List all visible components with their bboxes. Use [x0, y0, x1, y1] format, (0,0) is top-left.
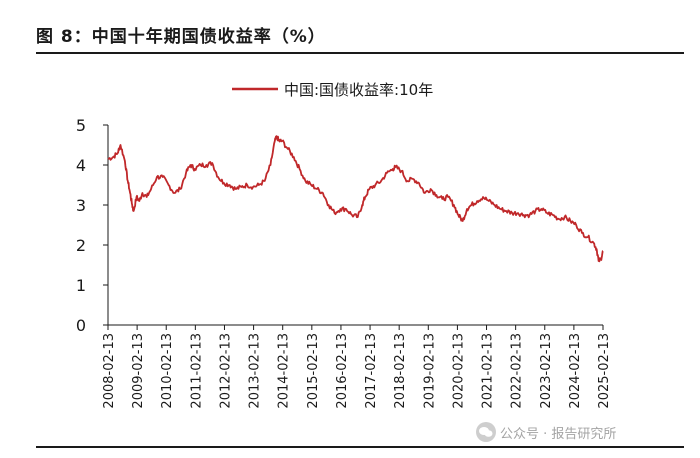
- watermark-text: 公众号 · 报告研究所: [500, 426, 617, 442]
- y-tick-label: 2: [76, 236, 86, 255]
- x-tick-label: 2012-02-13: [218, 333, 233, 409]
- watermark: 公众号 · 报告研究所: [476, 422, 616, 442]
- x-tick-label: 2011-02-13: [189, 333, 204, 409]
- y-tick-label: 4: [76, 156, 86, 175]
- x-tick-label: 2025-02-13: [597, 333, 612, 409]
- x-tick-label: 2022-02-13: [510, 333, 525, 409]
- x-tick-label: 2016-02-13: [335, 333, 350, 409]
- x-tick-label: 2021-02-13: [481, 333, 496, 409]
- x-tick-label: 2015-02-13: [306, 333, 321, 409]
- x-tick-label: 2013-02-13: [248, 333, 263, 409]
- axes: [107, 125, 603, 326]
- legend-label: 中国:国债收益率:10年: [284, 81, 433, 99]
- x-tick-label: 2018-02-13: [393, 333, 408, 409]
- x-tick-label: 2020-02-13: [451, 333, 466, 409]
- page-title: 图 8：中国十年期国债收益率（%）: [36, 27, 326, 47]
- x-axis-ticks: 2008-02-13 2009-02-13 2010-02-13 2011-02-13…: [102, 325, 612, 409]
- y-tick-label: 0: [76, 316, 86, 335]
- series-line: [107, 135, 604, 263]
- x-tick-label: 2024-02-13: [568, 333, 583, 409]
- x-tick-label: 2010-02-13: [160, 333, 175, 409]
- top-rule: [36, 52, 684, 54]
- bottom-rule: [36, 446, 684, 448]
- y-tick-label: 1: [76, 276, 86, 295]
- y-tick-label: 5: [76, 116, 86, 135]
- x-tick-label: 2014-02-13: [277, 333, 292, 409]
- y-axis-ticks: 0 1 2 3 4 5: [76, 116, 108, 335]
- series-group: [107, 135, 604, 263]
- x-tick-label: 2009-02-13: [131, 333, 146, 409]
- wechat-icon: [476, 422, 496, 442]
- x-tick-label: 2019-02-13: [422, 333, 437, 409]
- legend: 中国:国债收益率:10年: [232, 81, 433, 99]
- x-tick-label: 2017-02-13: [364, 333, 379, 409]
- x-tick-label: 2023-02-13: [539, 333, 554, 409]
- x-tick-label: 2008-02-13: [102, 333, 117, 409]
- y-tick-label: 3: [76, 196, 86, 215]
